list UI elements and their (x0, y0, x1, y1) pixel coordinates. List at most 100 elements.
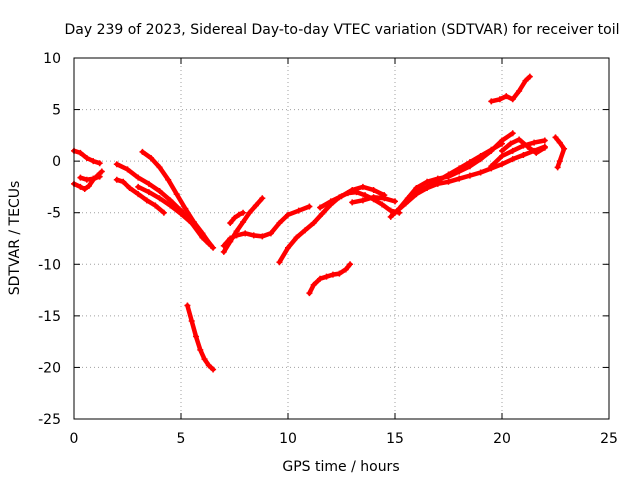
data-series (392, 143, 548, 216)
data-point-marker (499, 152, 505, 159)
data-point-marker (240, 209, 247, 216)
data-point-marker (556, 139, 563, 146)
data-point-marker (445, 171, 452, 178)
y-tick-label: -25 (38, 412, 61, 428)
data-point-marker (561, 145, 568, 152)
grid-lines (74, 58, 609, 419)
x-tick-label: 25 (600, 431, 618, 447)
data-series (220, 203, 313, 249)
data-point-marker (96, 173, 103, 180)
series-line (78, 174, 102, 182)
data-point-marker (552, 134, 559, 141)
data-point-marker (347, 261, 354, 268)
data-point-marker (306, 290, 313, 297)
data-point-marker (231, 214, 238, 221)
data-point-marker (370, 187, 377, 194)
data-point-marker (192, 333, 199, 340)
data-series (220, 195, 266, 255)
data-point-marker (456, 165, 463, 172)
data-point-marker (349, 199, 356, 206)
y-tick-label: 10 (43, 51, 61, 67)
data-point-marker (556, 158, 563, 165)
data-point-marker (554, 164, 561, 171)
data-point-marker (526, 73, 533, 80)
y-tick-label: -20 (38, 360, 61, 376)
data-point-marker (509, 156, 516, 163)
data-point-marker (434, 177, 441, 184)
data-point-marker (387, 213, 394, 220)
data-point-marker (77, 174, 84, 181)
data-point-marker (246, 209, 253, 216)
data-point-marker (477, 152, 484, 159)
x-tick-label: 0 (70, 431, 79, 447)
data-point-marker (205, 362, 212, 369)
data-point-marker (184, 302, 191, 309)
data-point-marker (533, 149, 540, 156)
data-point-marker (167, 202, 174, 209)
data-point-marker (496, 96, 503, 103)
data-point-marker (77, 183, 84, 190)
data-point-marker (342, 266, 349, 273)
y-tick-label: 5 (52, 103, 61, 119)
data-point-marker (276, 220, 283, 227)
axis-ticks (73, 57, 610, 420)
data-point-marker (499, 140, 505, 147)
data-point-marker (295, 207, 302, 214)
data-point-marker (317, 275, 324, 282)
data-point-marker (522, 77, 529, 84)
data-point-marker (285, 211, 291, 218)
data-point-marker (524, 143, 531, 150)
data-point-marker (424, 178, 431, 185)
data-series (77, 173, 103, 183)
data-point-marker (359, 197, 366, 204)
data-point-marker (83, 155, 90, 162)
data-series (488, 73, 533, 105)
y-tick-label: 0 (52, 154, 61, 170)
data-point-marker (379, 201, 386, 208)
data-point-marker (135, 174, 142, 181)
series-layer (71, 73, 568, 373)
data-point-marker (499, 147, 505, 154)
data-point-marker (85, 182, 92, 189)
data-point-marker (541, 144, 548, 151)
data-point-marker (456, 175, 463, 182)
series-line (185, 303, 216, 372)
data-point-marker (259, 233, 266, 240)
data-point-marker (126, 184, 133, 191)
data-point-marker (98, 168, 105, 175)
data-point-marker (387, 207, 394, 214)
data-point-marker (516, 88, 523, 95)
data-point-marker (329, 271, 336, 278)
data-point-marker (507, 140, 514, 147)
data-point-marker (145, 189, 152, 196)
data-point-marker (392, 209, 398, 216)
data-point-marker (362, 192, 369, 199)
data-point-marker (178, 210, 184, 217)
y-tick-label: -5 (47, 206, 61, 222)
series-line (227, 210, 246, 226)
data-point-marker (156, 164, 163, 171)
data-point-marker (113, 176, 120, 183)
series-line (392, 144, 548, 215)
data-point-marker (148, 155, 155, 162)
data-series (349, 194, 398, 206)
data-point-marker (285, 244, 291, 251)
data-point-marker (520, 151, 527, 158)
data-series (552, 134, 568, 171)
data-point-marker (541, 137, 548, 144)
data-point-marker (424, 183, 431, 190)
series-line (114, 161, 212, 246)
data-point-marker (267, 230, 274, 237)
data-point-marker (81, 185, 88, 192)
data-point-marker (145, 180, 152, 187)
data-series (227, 209, 247, 227)
data-point-marker (113, 161, 120, 168)
data-series (71, 147, 103, 167)
data-point-marker (152, 202, 159, 209)
data-point-marker (392, 198, 398, 205)
data-point-marker (319, 210, 326, 217)
data-series (317, 183, 388, 211)
data-point-marker (338, 193, 345, 200)
data-point-marker (381, 195, 388, 202)
